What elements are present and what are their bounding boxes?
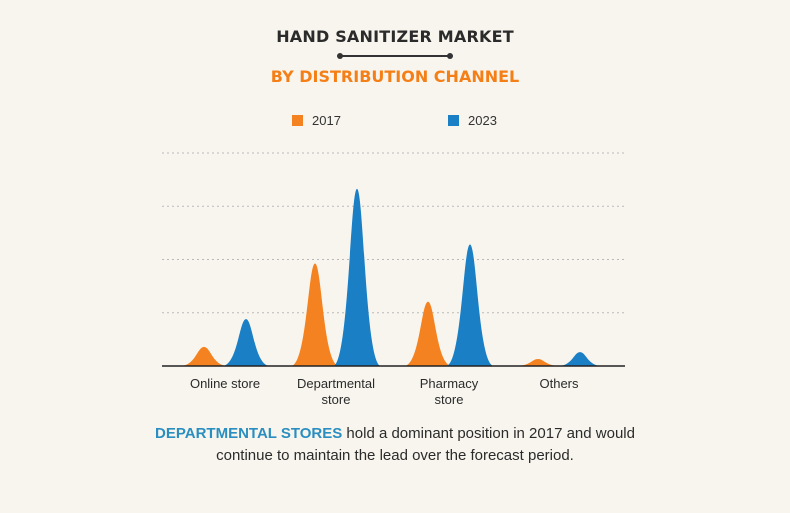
caption-text: hold a dominant position in 2017 and wou… (216, 425, 635, 464)
peak-2023-others (558, 352, 602, 366)
peak-2017-online-store (180, 346, 228, 366)
x-tick-label-line: Online store (189, 376, 261, 391)
chart-legend: 2017 2023 (0, 113, 790, 129)
x-tick-label-others: Others (499, 376, 619, 392)
chart-caption: DEPARTMENTAL STORES hold a dominant posi… (130, 423, 660, 467)
chart-subtitle: BY DISTRIBUTION CHANNEL (270, 67, 520, 86)
x-tick-label-pharmacy-store: Pharmacy store (389, 376, 509, 408)
legend-swatch-2023 (448, 115, 459, 126)
legend-label-2017: 2017 (312, 113, 341, 128)
chart-title: HAND SANITIZER MARKET (276, 27, 514, 46)
peak-2017-departmental-store (291, 263, 339, 366)
legend-item-2023: 2023 (448, 113, 497, 128)
peak-2023-departmental-store (333, 188, 381, 366)
peak-2023-online-store (222, 319, 270, 366)
x-tick-label-line: store (321, 392, 351, 407)
peak-2023-pharmacy-store (446, 244, 494, 366)
peak-2017-others (516, 359, 560, 366)
x-tick-label-line: Departmental (296, 376, 376, 391)
x-tick-label-departmental-store: Departmental store (276, 376, 396, 408)
legend-swatch-2017 (292, 115, 303, 126)
x-tick-label-line: Pharmacy (419, 376, 479, 391)
x-tick-label-online-store: Online store (165, 376, 285, 392)
title-divider (337, 53, 453, 59)
legend-item-2017: 2017 (292, 113, 341, 128)
legend-label-2023: 2023 (468, 113, 497, 128)
peak-2017-pharmacy-store (404, 301, 452, 366)
caption-highlight: DEPARTMENTAL STORES (155, 425, 343, 442)
x-tick-label-line: store (434, 392, 464, 407)
x-tick-label-line: Others (539, 376, 579, 391)
